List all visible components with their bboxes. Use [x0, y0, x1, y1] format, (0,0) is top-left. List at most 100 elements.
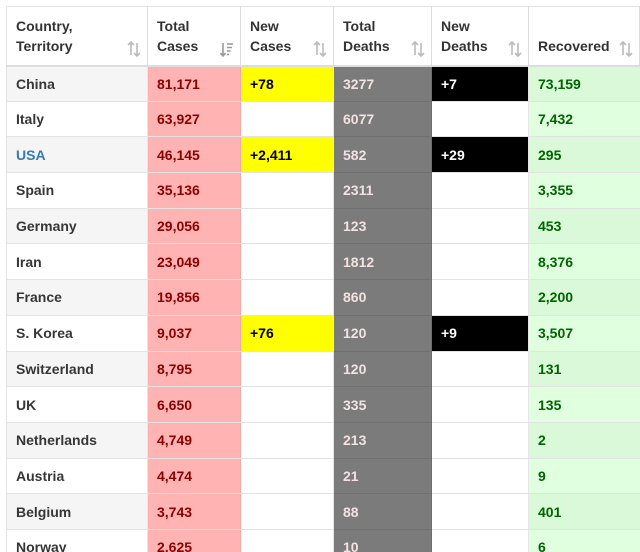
total-cases-cell: 63,927	[147, 101, 241, 138]
recovered-cell: 7,432	[528, 101, 640, 138]
country-cell: China	[6, 65, 148, 102]
recovered-cell: 295	[528, 136, 640, 174]
new-cases-cell	[240, 243, 334, 281]
new-deaths-cell: +7	[431, 65, 529, 102]
total-cases-cell: 2,625	[147, 529, 241, 552]
column-header-total-cases[interactable]: Total Cases	[147, 6, 241, 67]
country-cell: Italy	[6, 101, 148, 138]
table-row: Norway 2,625 10 6	[6, 529, 640, 552]
table-row: Belgium 3,743 88 401	[6, 493, 640, 530]
new-cases-cell	[240, 279, 334, 316]
total-cases-cell: 3,743	[147, 493, 241, 530]
country-cell: Iran	[6, 243, 148, 281]
new-cases-cell	[240, 422, 334, 459]
table-row: Italy 63,927 6077 7,432	[6, 101, 640, 138]
recovered-cell: 3,355	[528, 172, 640, 209]
new-cases-cell: +78	[240, 65, 334, 102]
new-cases-cell: +76	[240, 315, 334, 352]
table-row: USA 46,145 +2,411 582 +29 295	[6, 136, 640, 174]
country-cell: Netherlands	[6, 422, 148, 459]
table-row: Netherlands 4,749 213 2	[6, 422, 640, 459]
country-cell: Austria	[6, 458, 148, 495]
total-cases-cell: 9,037	[147, 315, 241, 352]
sort-descending-icon[interactable]	[220, 41, 234, 57]
new-deaths-cell	[431, 458, 529, 495]
total-deaths-cell: 88	[333, 493, 432, 530]
total-deaths-cell: 120	[333, 315, 432, 352]
sort-icon[interactable]	[508, 40, 522, 57]
new-deaths-cell	[431, 101, 529, 138]
recovered-cell: 3,507	[528, 315, 640, 352]
total-cases-cell: 4,749	[147, 422, 241, 459]
total-deaths-cell: 6077	[333, 101, 432, 138]
new-deaths-cell	[431, 351, 529, 388]
table-row: Germany 29,056 123 453	[6, 208, 640, 245]
sort-icon[interactable]	[619, 40, 633, 57]
new-deaths-cell	[431, 279, 529, 316]
new-cases-cell	[240, 101, 334, 138]
table-row: Iran 23,049 1812 8,376	[6, 243, 640, 281]
table-row: UK 6,650 335 135	[6, 386, 640, 423]
total-deaths-cell: 582	[333, 136, 432, 174]
table-row: France 19,856 860 2,200	[6, 279, 640, 316]
new-deaths-cell	[431, 243, 529, 281]
total-cases-cell: 19,856	[147, 279, 241, 316]
column-header-country[interactable]: Country, Territory	[6, 6, 148, 67]
new-deaths-cell: +29	[431, 136, 529, 174]
column-header-recovered[interactable]: Recovered	[528, 6, 640, 67]
new-cases-cell: +2,411	[240, 136, 334, 174]
country-cell: Spain	[6, 172, 148, 209]
sort-icon[interactable]	[127, 40, 141, 57]
recovered-cell: 8,376	[528, 243, 640, 281]
column-header-label: Total Deaths	[343, 17, 390, 54]
cases-table: Country, Territory Total Cases New Cases	[6, 6, 640, 552]
new-cases-cell	[240, 529, 334, 552]
column-header-label: New Deaths	[441, 17, 488, 54]
column-header-new-cases[interactable]: New Cases	[240, 6, 334, 67]
new-deaths-cell	[431, 172, 529, 209]
total-cases-cell: 46,145	[147, 136, 241, 174]
recovered-cell: 135	[528, 386, 640, 423]
total-deaths-cell: 21	[333, 458, 432, 495]
total-deaths-cell: 335	[333, 386, 432, 423]
total-cases-cell: 29,056	[147, 208, 241, 245]
total-cases-cell: 23,049	[147, 243, 241, 281]
new-deaths-cell	[431, 386, 529, 423]
new-deaths-cell	[431, 529, 529, 552]
table-row: Switzerland 8,795 120 131	[6, 351, 640, 388]
new-cases-cell	[240, 493, 334, 530]
total-deaths-cell: 123	[333, 208, 432, 245]
sort-icon[interactable]	[411, 40, 425, 57]
recovered-cell: 131	[528, 351, 640, 388]
new-cases-cell	[240, 386, 334, 423]
new-deaths-cell	[431, 422, 529, 459]
total-cases-cell: 81,171	[147, 65, 241, 102]
table-row: S. Korea 9,037 +76 120 +9 3,507	[6, 315, 640, 352]
new-cases-cell	[240, 458, 334, 495]
recovered-cell: 2,200	[528, 279, 640, 316]
total-deaths-cell: 10	[333, 529, 432, 552]
total-deaths-cell: 2311	[333, 172, 432, 209]
total-cases-cell: 8,795	[147, 351, 241, 388]
total-cases-cell: 35,136	[147, 172, 241, 209]
recovered-cell: 401	[528, 493, 640, 530]
column-header-total-deaths[interactable]: Total Deaths	[333, 6, 432, 67]
recovered-cell: 9	[528, 458, 640, 495]
sort-icon[interactable]	[313, 40, 327, 57]
table-row: China 81,171 +78 3277 +7 73,159	[6, 65, 640, 102]
new-deaths-cell	[431, 208, 529, 245]
new-cases-cell	[240, 351, 334, 388]
total-deaths-cell: 213	[333, 422, 432, 459]
total-deaths-cell: 860	[333, 279, 432, 316]
total-deaths-cell: 1812	[333, 243, 432, 281]
country-cell: S. Korea	[6, 315, 148, 352]
column-header-label: Total Cases	[157, 17, 199, 54]
country-cell: France	[6, 279, 148, 316]
country-cell: Switzerland	[6, 351, 148, 388]
recovered-cell: 2	[528, 422, 640, 459]
country-cell: Belgium	[6, 493, 148, 530]
new-cases-cell	[240, 172, 334, 209]
column-header-new-deaths[interactable]: New Deaths	[431, 6, 529, 67]
country-link[interactable]: USA	[6, 136, 148, 174]
